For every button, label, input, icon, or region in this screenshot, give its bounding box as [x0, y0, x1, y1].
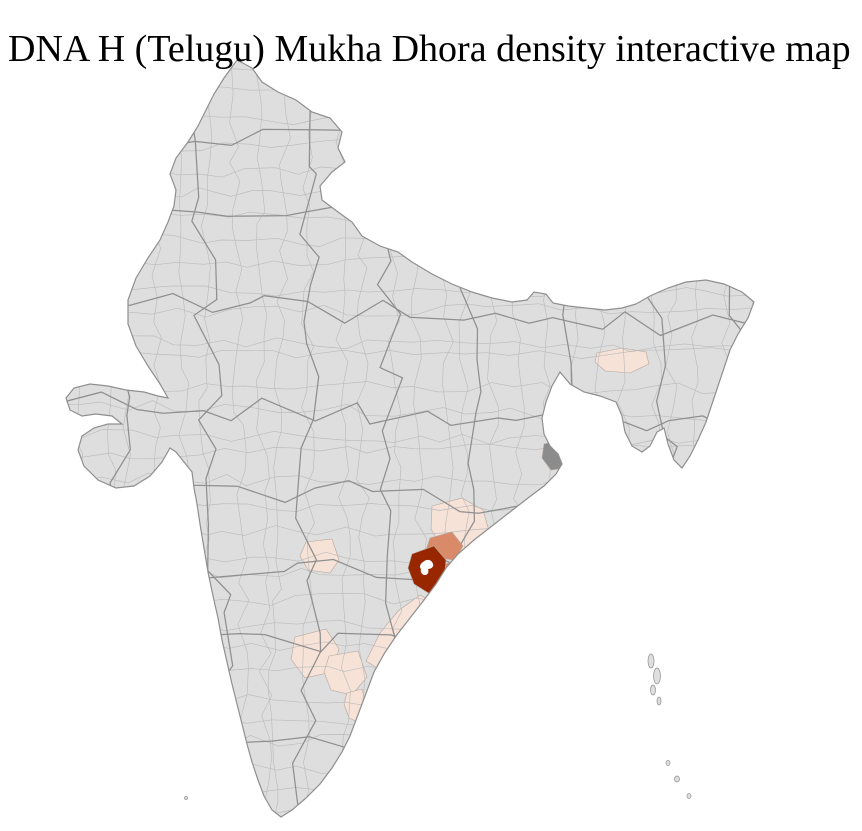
boundary-line	[66, 694, 754, 711]
boundary-line	[267, 60, 291, 817]
boundary-line	[66, 347, 754, 359]
boundary-line	[552, 60, 605, 817]
boundary-line	[66, 181, 754, 198]
boundary-line	[66, 335, 754, 353]
boundary-line	[744, 60, 754, 817]
boundary-line	[66, 126, 754, 152]
boundary-line	[301, 60, 315, 817]
boundary-line	[66, 715, 754, 728]
boundary-line	[66, 114, 754, 126]
andaman-island	[653, 667, 661, 685]
islands	[184, 653, 692, 800]
boundary-line	[717, 60, 732, 817]
boundary-line	[589, 60, 613, 817]
boundary-line	[66, 191, 754, 220]
boundary-line	[255, 60, 273, 817]
nicobar-island	[674, 775, 680, 783]
boundary-line	[66, 391, 754, 439]
boundary-line	[66, 632, 754, 656]
boundary-line	[291, 60, 322, 817]
boundary-line	[717, 60, 754, 817]
density-region-low-7[interactable]	[594, 347, 650, 374]
boundary-line	[66, 165, 754, 178]
boundary-line	[66, 209, 754, 228]
boundary-line	[66, 639, 754, 651]
white-marker	[419, 559, 434, 575]
boundary-line	[66, 86, 754, 100]
andaman-island	[656, 696, 662, 706]
boundary-line	[66, 292, 754, 337]
nicobar-island	[665, 760, 671, 766]
boundary-line	[66, 729, 754, 750]
lakshadweep-island	[184, 796, 188, 800]
boundary-line	[66, 806, 754, 817]
boundary-line	[66, 660, 754, 675]
boundary-line	[66, 728, 754, 762]
boundary-line	[66, 303, 754, 318]
boundary-line	[66, 381, 754, 395]
boundary-line	[66, 132, 754, 153]
boundary-line	[66, 778, 754, 797]
andaman-island	[647, 653, 655, 669]
boundary-line	[563, 60, 585, 817]
nicobar-island	[686, 793, 692, 799]
page-title: DNA H (Telugu) Mukha Dhora density inter…	[8, 28, 851, 71]
boundary-line	[66, 400, 754, 423]
andaman-island	[650, 684, 656, 696]
boundary-line	[66, 618, 754, 632]
